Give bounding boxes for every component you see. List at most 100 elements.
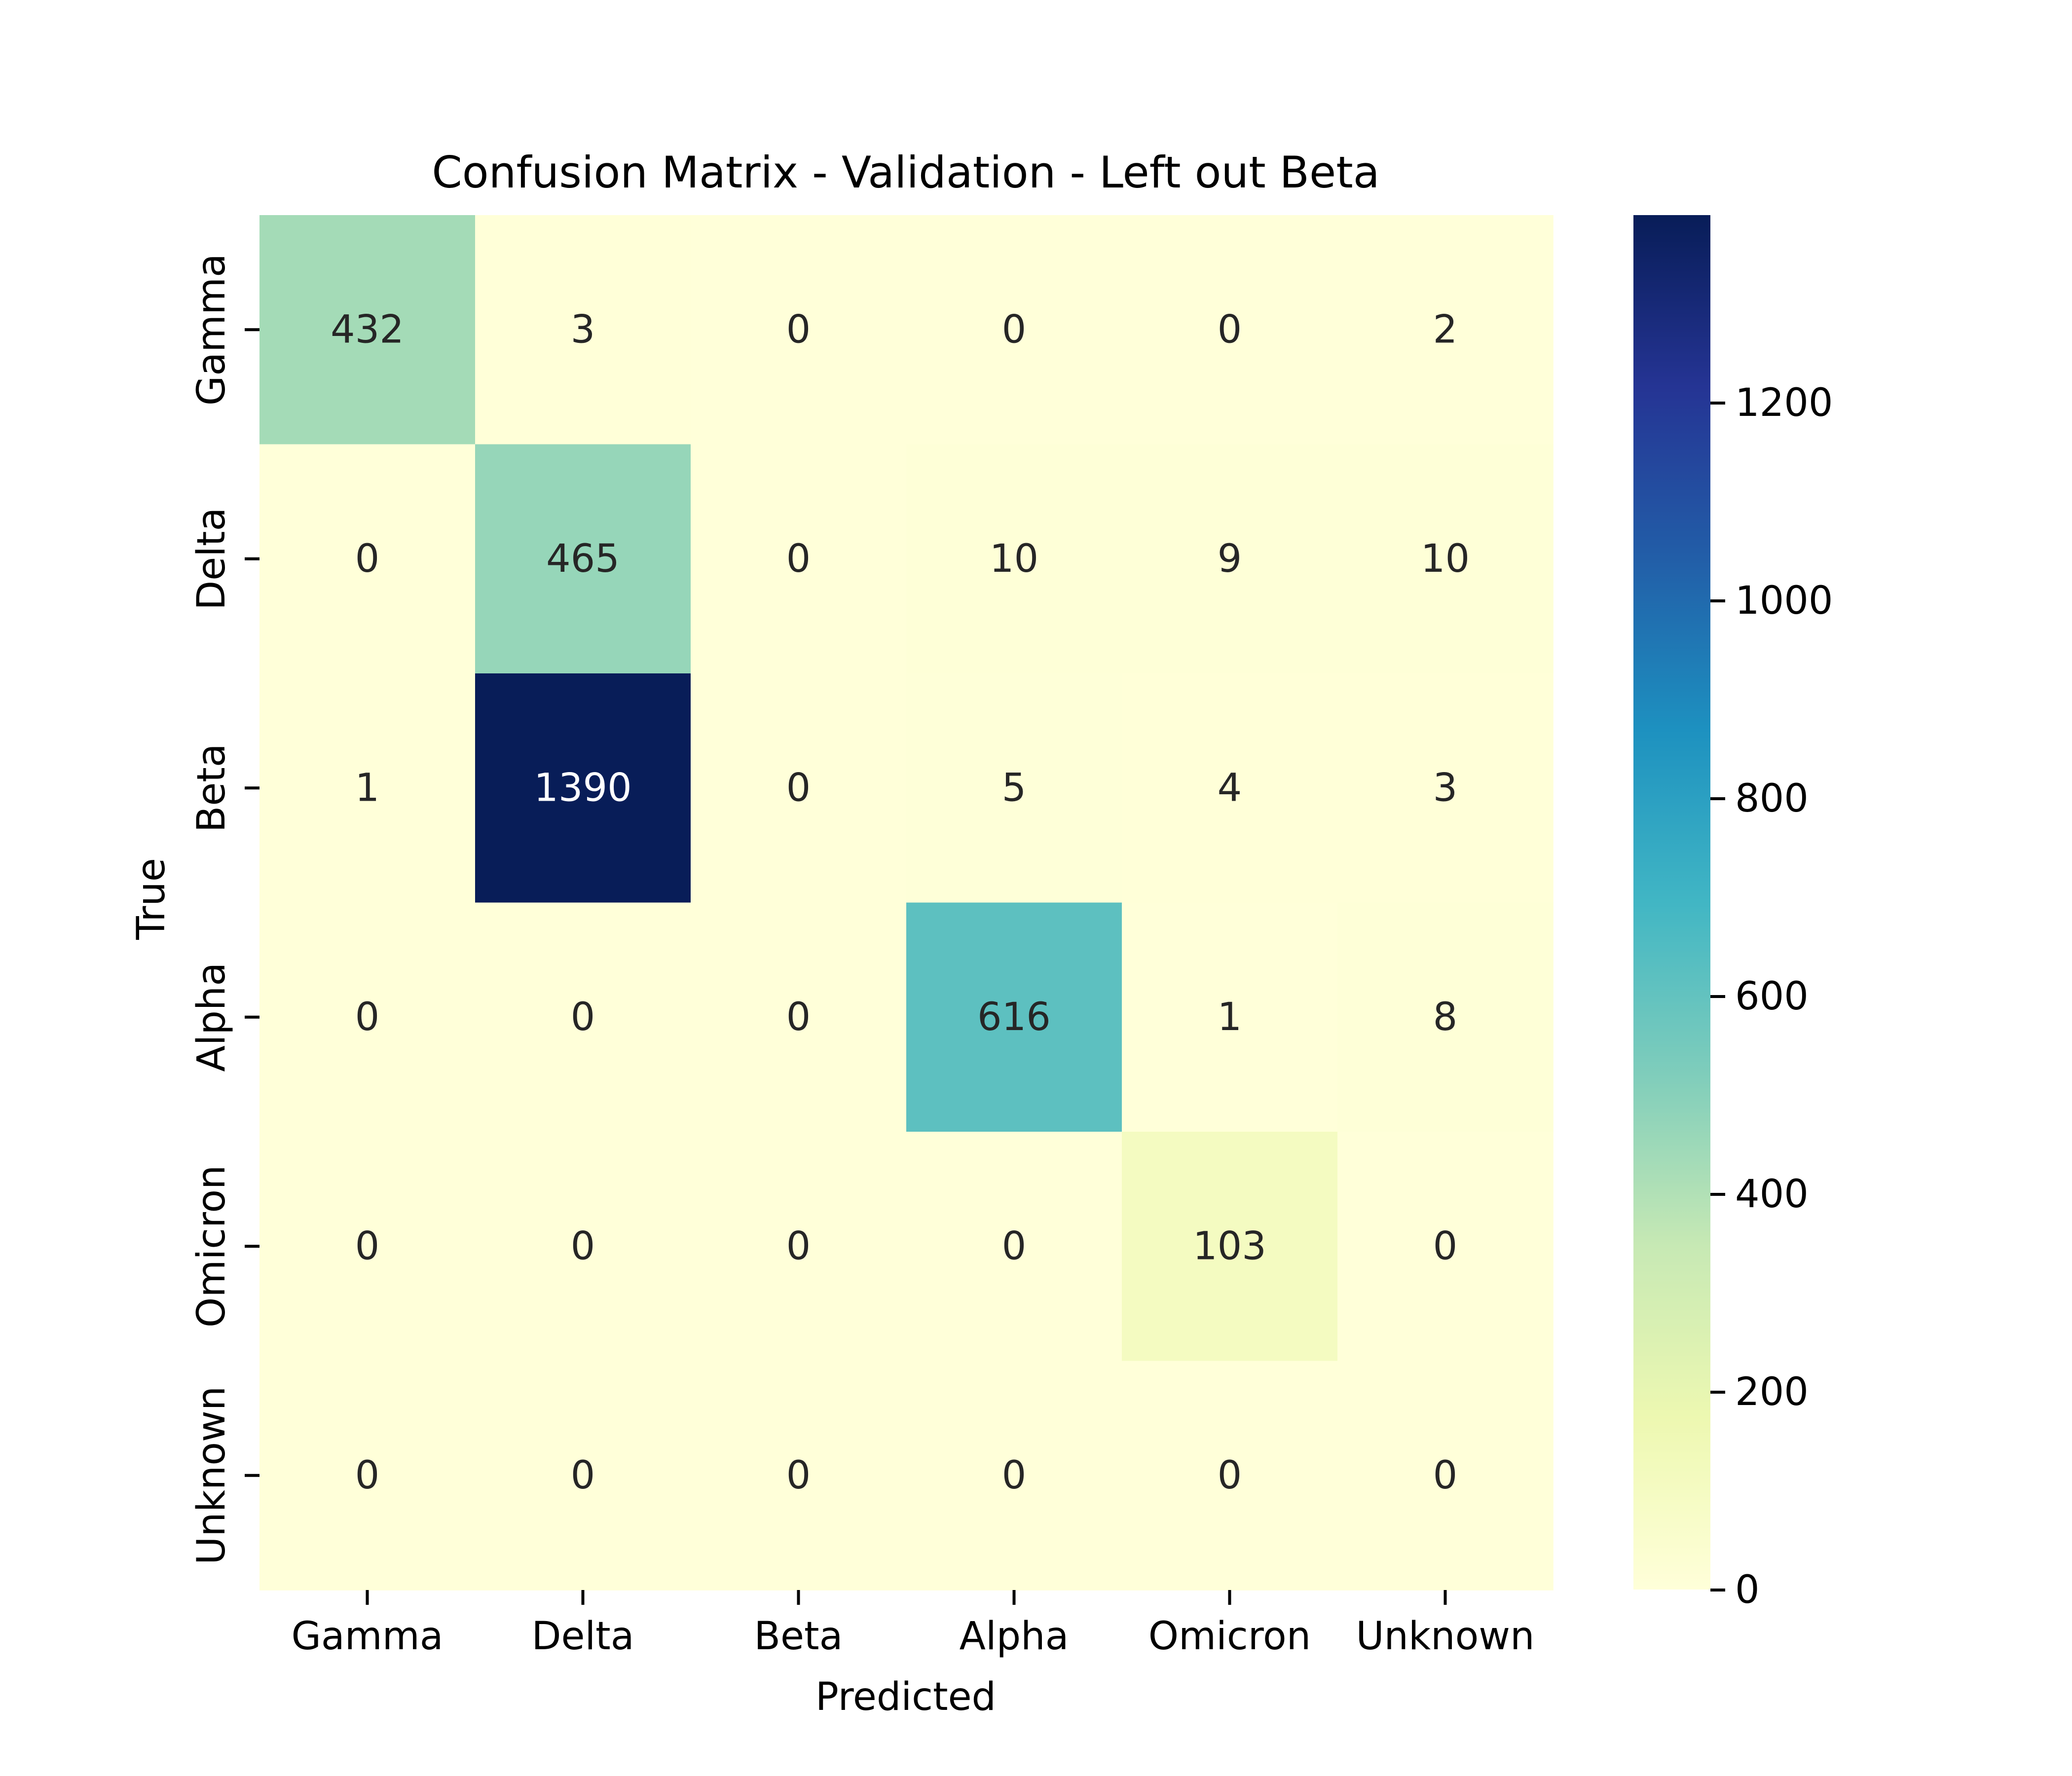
cell-value-label: 0	[571, 995, 595, 1039]
heatmap-cell	[1337, 215, 1554, 445]
cell-value-label: 0	[786, 307, 811, 352]
heatmap-cell	[691, 1132, 907, 1362]
colorbar-ticks: 0 200 400 600 800 1000 1200	[1710, 381, 1833, 1612]
x-axis-label: Predicted	[815, 1675, 996, 1719]
cell-value-label: 1	[355, 766, 380, 810]
y-tick-label: Beta	[189, 743, 234, 832]
cell-value-label: 8	[1433, 995, 1458, 1039]
x-tick-label: Delta	[531, 1614, 634, 1659]
cell-value-label: 10	[990, 537, 1038, 581]
heatmap-cell	[691, 1361, 907, 1591]
cell-value-label: 5	[1002, 766, 1027, 810]
colorbar-tick-label: 800	[1735, 777, 1809, 821]
heatmap-cell	[906, 1132, 1122, 1362]
heatmap-cell	[259, 1132, 476, 1362]
x-tick-label: Beta	[754, 1614, 843, 1659]
heatmap-cell	[691, 673, 907, 903]
colorbar-tick-label: 1000	[1735, 579, 1833, 623]
colorbar-tick-label: 1200	[1735, 381, 1833, 425]
cell-value-label: 3	[571, 307, 595, 352]
heatmap-cell	[1122, 673, 1338, 903]
colorbar-tick-label: 0	[1735, 1568, 1760, 1612]
heatmap-cell	[691, 902, 907, 1132]
heatmap-cells	[259, 215, 1554, 1591]
colorbar-tick-label: 400	[1735, 1172, 1809, 1217]
cell-value-label: 0	[355, 1453, 380, 1498]
cell-value-label: 10	[1421, 537, 1470, 581]
x-tick-label: Omicron	[1148, 1614, 1311, 1659]
x-tick-label: Unknown	[1356, 1614, 1534, 1659]
heatmap-cell	[1122, 215, 1338, 445]
heatmap-cell	[475, 1132, 691, 1362]
y-tick-label: Gamma	[189, 254, 234, 406]
chart-title: Confusion Matrix - Validation - Left out…	[432, 147, 1379, 198]
cell-value-label: 616	[977, 995, 1051, 1039]
heatmap-cell	[1122, 1132, 1338, 1362]
colorbar-tick-label: 600	[1735, 974, 1809, 1019]
y-tick-label: Delta	[189, 508, 234, 610]
cell-value-label: 0	[355, 1224, 380, 1268]
cell-value-label: 0	[786, 537, 811, 581]
heatmap-cell	[1122, 444, 1338, 674]
cell-value-label: 0	[1433, 1453, 1458, 1498]
heatmap-cell	[1337, 1361, 1554, 1591]
cell-value-label: 2	[1433, 307, 1458, 352]
cell-value-label: 0	[1433, 1224, 1458, 1268]
heatmap-cell	[475, 673, 691, 903]
heatmap-cell	[259, 902, 476, 1132]
cell-value-label: 0	[786, 766, 811, 810]
heatmap-cell	[1122, 1361, 1338, 1591]
cell-value-label: 0	[1002, 1224, 1027, 1268]
cell-value-label: 0	[355, 995, 380, 1039]
cell-value-label: 103	[1193, 1224, 1266, 1268]
heatmap-cell	[259, 1361, 476, 1591]
cell-value-label: 4	[1218, 766, 1242, 810]
heatmap-cell	[1337, 902, 1554, 1132]
cell-value-label: 0	[1218, 307, 1242, 352]
cell-value-label: 432	[331, 307, 404, 352]
heatmap-cell	[1337, 673, 1554, 903]
heatmap-cell	[906, 673, 1122, 903]
y-axis-label: True	[129, 858, 174, 940]
cell-value-labels: 432 3 0 0 0 2 0 465 0 10 9 10 1 1390 0 5 4 3 0 0 0 616 1 8 0 0 0 0 1…	[331, 307, 1470, 1498]
cell-value-label: 0	[1002, 307, 1027, 352]
heatmap-cell	[906, 1361, 1122, 1591]
x-tick-label: Gamma	[291, 1614, 443, 1659]
colorbar-tick-label: 200	[1735, 1370, 1809, 1414]
heatmap-cell	[1337, 1132, 1554, 1362]
cell-value-label: 0	[571, 1224, 595, 1268]
cell-value-label: 0	[786, 1224, 811, 1268]
heatmap-cell	[1122, 902, 1338, 1132]
heatmap-cell	[259, 673, 476, 903]
x-tick-label: Alpha	[960, 1614, 1069, 1659]
heatmap-cell	[1337, 444, 1554, 674]
cell-value-label: 0	[786, 995, 811, 1039]
cell-value-label: 0	[355, 537, 380, 581]
cell-value-label: 0	[786, 1453, 811, 1498]
heatmap-cell	[259, 215, 476, 445]
y-tick-label: Unknown	[189, 1386, 234, 1565]
y-tick-label: Omicron	[189, 1165, 234, 1328]
y-tick-label: Alpha	[189, 962, 234, 1072]
heatmap-cell	[259, 444, 476, 674]
cell-value-label: 1	[1218, 995, 1242, 1039]
heatmap-cell	[475, 215, 691, 445]
colorbar	[1633, 215, 1710, 1590]
heatmap-cell	[906, 215, 1122, 445]
cell-value-label: 0	[571, 1453, 595, 1498]
cell-value-label: 0	[1002, 1453, 1027, 1498]
x-axis-ticks: Gamma Delta Beta Alpha Omicron Unknown	[291, 1590, 1535, 1659]
y-axis-ticks: Gamma Delta Beta Alpha Omicron Unknown	[189, 254, 259, 1565]
heatmap-cell	[475, 444, 691, 674]
heatmap-cell	[691, 215, 907, 445]
heatmap-cell	[906, 444, 1122, 674]
cell-value-label: 0	[1218, 1453, 1242, 1498]
cell-value-label: 1390	[534, 766, 632, 810]
heatmap-cell	[475, 902, 691, 1132]
heatmap-cell	[906, 902, 1122, 1132]
cell-value-label: 3	[1433, 766, 1458, 810]
heatmap-cell	[691, 444, 907, 674]
cell-value-label: 9	[1218, 537, 1242, 581]
cell-value-label: 465	[546, 537, 620, 581]
